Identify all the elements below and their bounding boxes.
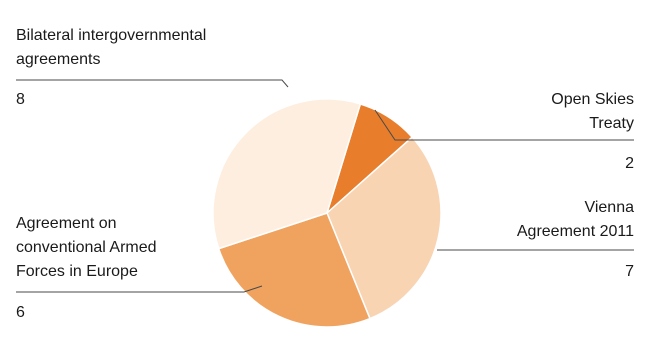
slice-label-0: Open Skies Treaty 2 [374, 91, 634, 172]
slice-value-label: 2 [625, 155, 634, 172]
slice-label-text: Open Skies [551, 91, 634, 108]
pie-labels: Open Skies Treaty 2 Vienna Agreement 2011 7 Ag… [16, 27, 634, 321]
leader-line-0 [374, 109, 634, 141]
slice-label-2: Agreement on conventional Armed Forces in … [16, 215, 263, 321]
pie-slice-3 [212, 98, 362, 250]
pie-slice-1 [326, 136, 442, 320]
slice-value-label: 7 [625, 263, 634, 280]
slice-label-text: Agreement on [16, 215, 117, 232]
slice-value-label: 8 [16, 91, 25, 108]
slice-label-text: agreements [16, 51, 101, 68]
slice-label-text: Bilateral intergovernmental [16, 27, 206, 44]
leader-line-2 [16, 285, 263, 293]
slice-label-text: Forces in Europe [16, 263, 138, 280]
slice-label-3: Bilateral intergovernmental agreements 8 [16, 27, 289, 108]
slice-label-text: Treaty [589, 115, 634, 132]
slice-label-text: Vienna [584, 199, 634, 216]
slice-value-label: 6 [16, 304, 25, 321]
slice-label-text: Agreement 2011 [517, 223, 634, 240]
pie-slice-2 [217, 212, 371, 328]
leader-line-3 [16, 79, 289, 88]
slice-label-1: Vienna Agreement 2011 7 [437, 199, 634, 280]
slice-label-text: conventional Armed [16, 239, 157, 256]
pie-slices [212, 98, 442, 328]
